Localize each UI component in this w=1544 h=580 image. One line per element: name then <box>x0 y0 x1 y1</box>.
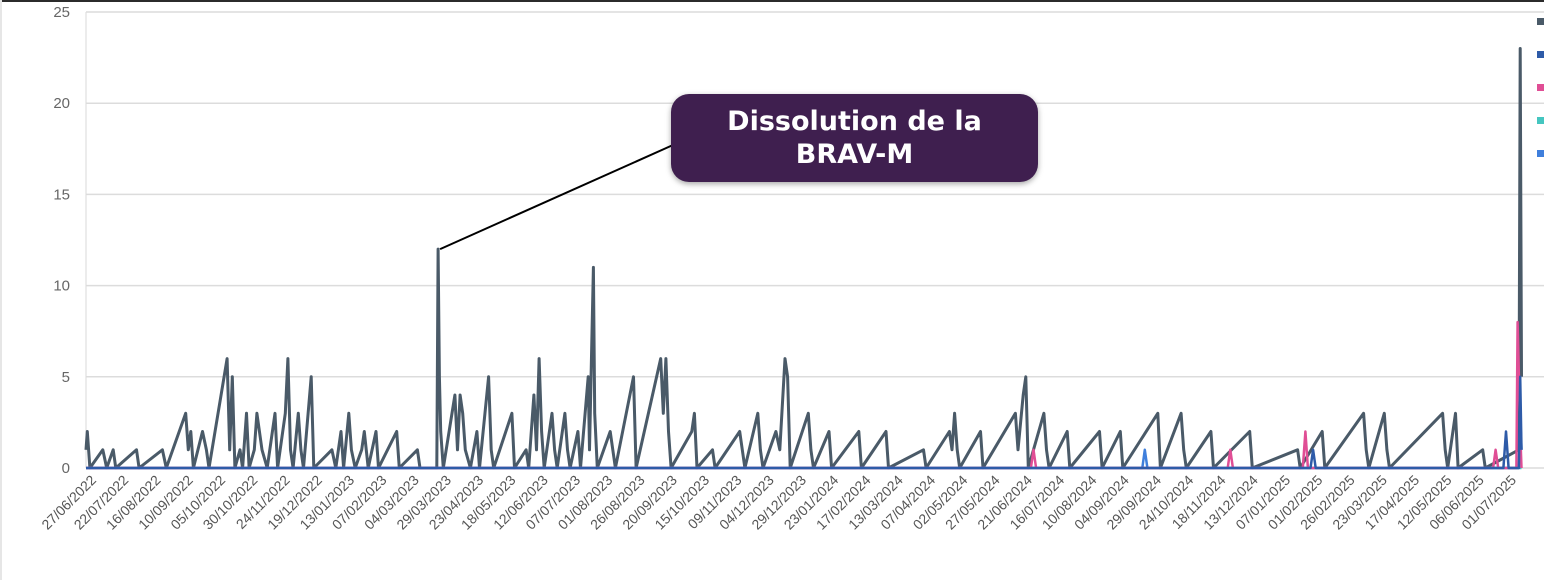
annotation-callout: Dissolution de la BRAV-M <box>671 94 1038 182</box>
y-tick-label: 5 <box>62 369 70 386</box>
legend-swatch <box>1537 150 1544 157</box>
legend <box>1537 18 1544 157</box>
legend-swatch <box>1537 51 1544 58</box>
y-tick-label: 25 <box>53 4 70 21</box>
y-tick-label: 0 <box>62 460 70 477</box>
left-border <box>0 0 2 580</box>
series-lines <box>84 47 1523 470</box>
legend-swatch <box>1537 84 1544 91</box>
series-line <box>86 375 1523 470</box>
grid-lines <box>85 11 1544 469</box>
y-tick-label: 10 <box>53 278 70 295</box>
y-tick-label: 20 <box>53 95 70 112</box>
annotation-text: Dissolution de la BRAV-M <box>727 106 982 170</box>
legend-swatch <box>1537 18 1544 25</box>
legend-swatch <box>1537 117 1544 124</box>
annotation-leader-line <box>439 144 674 251</box>
top-border <box>0 0 1544 2</box>
series-line <box>84 47 1523 470</box>
y-axis-ticks: 0 5 10 15 20 25 <box>53 4 70 477</box>
x-axis-ticks: 27/06/202222/07/202216/08/202210/09/2022… <box>38 472 1519 533</box>
y-tick-label: 15 <box>53 186 70 203</box>
series-line <box>86 320 1523 470</box>
